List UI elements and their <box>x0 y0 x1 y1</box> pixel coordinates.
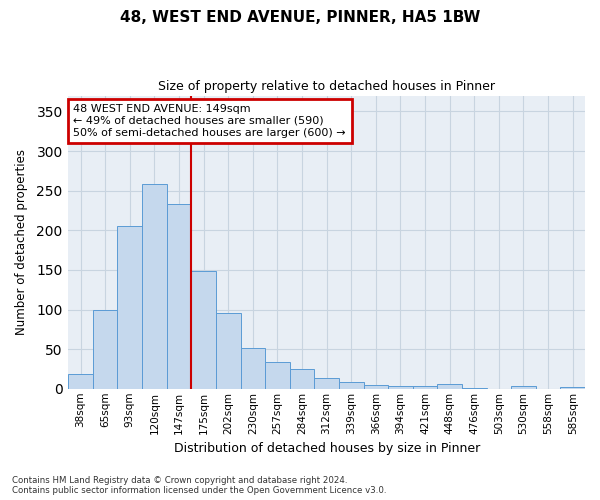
Bar <box>462 388 487 389</box>
Bar <box>93 310 118 389</box>
Bar <box>511 386 536 389</box>
Bar <box>560 387 585 389</box>
Bar <box>339 382 364 389</box>
Bar <box>265 362 290 389</box>
Bar <box>142 184 167 389</box>
Bar <box>364 385 388 389</box>
Bar <box>167 204 191 389</box>
Bar <box>118 226 142 389</box>
Bar <box>388 386 413 389</box>
Bar <box>413 386 437 389</box>
Bar <box>437 384 462 389</box>
Bar <box>290 369 314 389</box>
X-axis label: Distribution of detached houses by size in Pinner: Distribution of detached houses by size … <box>173 442 480 455</box>
Bar <box>241 348 265 389</box>
Y-axis label: Number of detached properties: Number of detached properties <box>15 149 28 335</box>
Text: 48 WEST END AVENUE: 149sqm
← 49% of detached houses are smaller (590)
50% of sem: 48 WEST END AVENUE: 149sqm ← 49% of deta… <box>73 104 346 138</box>
Text: 48, WEST END AVENUE, PINNER, HA5 1BW: 48, WEST END AVENUE, PINNER, HA5 1BW <box>120 10 480 25</box>
Text: Contains HM Land Registry data © Crown copyright and database right 2024.
Contai: Contains HM Land Registry data © Crown c… <box>12 476 386 495</box>
Bar <box>191 272 216 389</box>
Bar <box>314 378 339 389</box>
Bar <box>216 314 241 389</box>
Title: Size of property relative to detached houses in Pinner: Size of property relative to detached ho… <box>158 80 495 93</box>
Bar <box>68 374 93 389</box>
